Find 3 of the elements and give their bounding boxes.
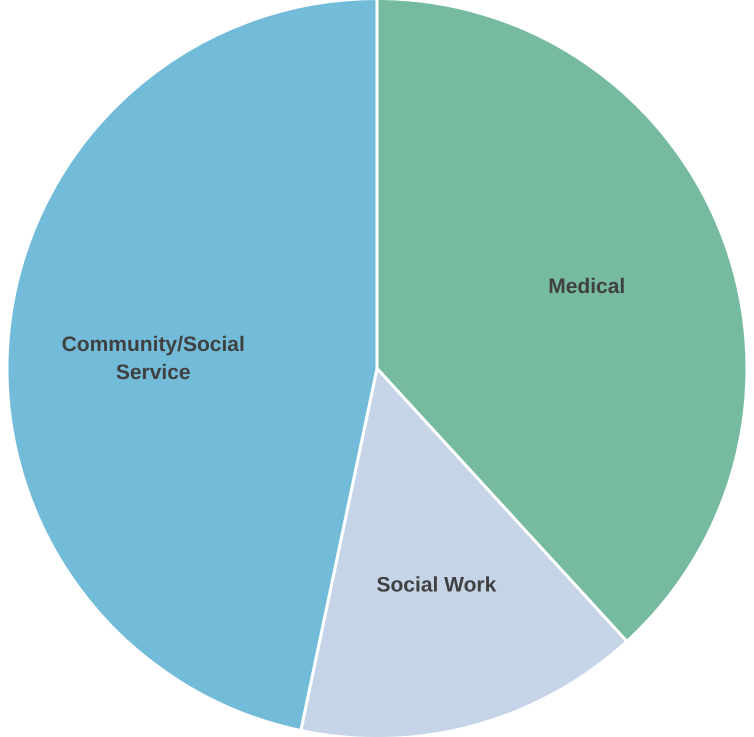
slice-label: Community/Social Service — [62, 333, 245, 384]
slice-label: Social Work — [376, 574, 497, 597]
slice-label: Medical — [548, 274, 626, 298]
